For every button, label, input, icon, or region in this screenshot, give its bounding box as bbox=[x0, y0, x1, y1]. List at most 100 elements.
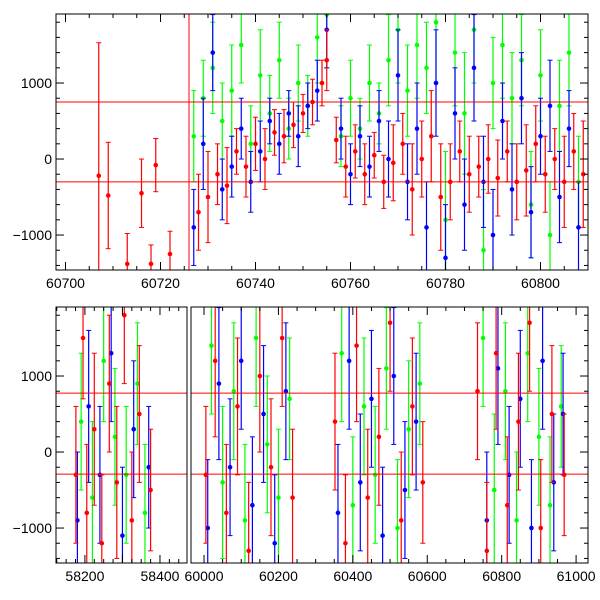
data-point-green bbox=[481, 247, 486, 253]
x-tick-label: 60800 bbox=[521, 275, 560, 291]
data-point-red bbox=[203, 472, 209, 478]
data-point-blue bbox=[386, 156, 391, 162]
data-point-red bbox=[352, 149, 358, 154]
x-tick-label: 60780 bbox=[426, 275, 465, 291]
x-tick-label: 60700 bbox=[46, 275, 85, 291]
data-point-red bbox=[257, 373, 263, 379]
x-tick-label: 58200 bbox=[65, 568, 104, 584]
data-point-blue bbox=[391, 373, 397, 379]
data-point-red bbox=[290, 495, 295, 500]
data-point-red bbox=[571, 149, 577, 154]
data-point-blue bbox=[216, 381, 222, 386]
data-point-blue bbox=[272, 540, 278, 546]
data-point-red bbox=[333, 137, 339, 143]
data-point-red bbox=[224, 510, 229, 516]
data-layer bbox=[56, 307, 187, 563]
data-point-green bbox=[414, 42, 420, 48]
data-point-blue bbox=[146, 464, 152, 470]
data-point-blue bbox=[348, 171, 353, 177]
data-point-red bbox=[523, 168, 529, 173]
x-tick-label: 60800 bbox=[482, 568, 521, 584]
data-point-red bbox=[319, 80, 325, 86]
data-layer bbox=[191, 307, 588, 563]
data-point-blue bbox=[528, 209, 534, 215]
data-point-red bbox=[343, 540, 348, 546]
data-point-red bbox=[504, 149, 510, 154]
data-point-red bbox=[362, 171, 368, 177]
data-point-red bbox=[376, 434, 382, 440]
data-point-green bbox=[295, 80, 301, 86]
x-tick-label: 61000 bbox=[557, 568, 596, 584]
data-point-green bbox=[509, 95, 515, 101]
data-point-green bbox=[78, 419, 84, 424]
x-tick-label: 60400 bbox=[333, 568, 372, 584]
data-point-red bbox=[332, 419, 338, 424]
x-tick-label: 60000 bbox=[185, 568, 224, 584]
data-point-green bbox=[248, 141, 254, 147]
data-point-blue bbox=[367, 164, 372, 169]
x-tick-label: 60720 bbox=[141, 275, 180, 291]
data-point-green bbox=[566, 50, 572, 55]
data-point-blue bbox=[509, 187, 515, 192]
data-point-red bbox=[272, 130, 277, 135]
data-point-red bbox=[196, 209, 201, 215]
data-point-green bbox=[547, 502, 553, 508]
data-point-red bbox=[476, 164, 482, 169]
data-point-blue bbox=[267, 118, 273, 124]
data-point-green bbox=[525, 350, 531, 356]
data-point-green bbox=[90, 495, 95, 500]
data-point-red bbox=[268, 464, 274, 470]
data-layer bbox=[56, 14, 588, 270]
data-point-red bbox=[253, 141, 258, 147]
data-point-blue bbox=[547, 103, 553, 109]
data-point-red bbox=[324, 57, 330, 63]
data-point-red bbox=[561, 472, 567, 478]
data-point-blue bbox=[443, 255, 448, 261]
data-point-green bbox=[229, 88, 235, 93]
data-point-red bbox=[224, 183, 230, 188]
data-point-red bbox=[137, 411, 142, 417]
data-point-red bbox=[343, 164, 349, 169]
data-point-blue bbox=[200, 141, 206, 147]
data-point-red bbox=[139, 190, 144, 196]
x-tick-label: 58400 bbox=[141, 568, 180, 584]
data-point-red bbox=[148, 261, 154, 267]
y-tick-label: −1000 bbox=[13, 227, 53, 243]
data-point-green bbox=[209, 343, 214, 348]
data-point-blue bbox=[227, 464, 233, 470]
data-point-blue bbox=[257, 149, 263, 154]
data-point-red bbox=[167, 251, 173, 257]
data-point-green bbox=[339, 350, 344, 356]
data-point-green bbox=[490, 80, 496, 86]
data-point-blue bbox=[424, 225, 429, 230]
data-point-blue bbox=[414, 126, 420, 131]
data-point-green bbox=[386, 57, 391, 63]
data-point-green bbox=[253, 335, 259, 341]
data-point-red bbox=[580, 171, 586, 177]
data-point-green bbox=[417, 381, 423, 386]
data-point-green bbox=[500, 42, 505, 48]
data-point-green bbox=[257, 73, 263, 78]
data-point-red bbox=[205, 194, 211, 200]
data-point-green bbox=[242, 518, 248, 523]
data-point-blue bbox=[433, 80, 439, 86]
data-point-blue bbox=[295, 133, 301, 139]
top-panel: 60700 60720 60740 60760 60780 60800 −1000 0 1000 bbox=[13, 13, 589, 291]
data-point-green bbox=[395, 525, 400, 531]
data-point-green bbox=[480, 335, 486, 341]
data-point-blue bbox=[238, 126, 244, 131]
data-point-red bbox=[371, 152, 377, 158]
data-point-blue bbox=[219, 187, 225, 192]
data-point-green bbox=[123, 472, 129, 478]
data-point-red bbox=[300, 111, 306, 116]
y-tick-label: 0 bbox=[44, 444, 52, 460]
data-point-red bbox=[475, 388, 480, 394]
data-point-red bbox=[410, 404, 415, 409]
plot-frame bbox=[190, 306, 589, 564]
data-point-blue bbox=[380, 533, 385, 538]
data-point-red bbox=[527, 320, 532, 326]
data-point-blue bbox=[413, 419, 419, 424]
data-point-blue bbox=[576, 225, 581, 230]
data-point-red bbox=[212, 358, 218, 364]
data-point-red bbox=[291, 122, 296, 128]
